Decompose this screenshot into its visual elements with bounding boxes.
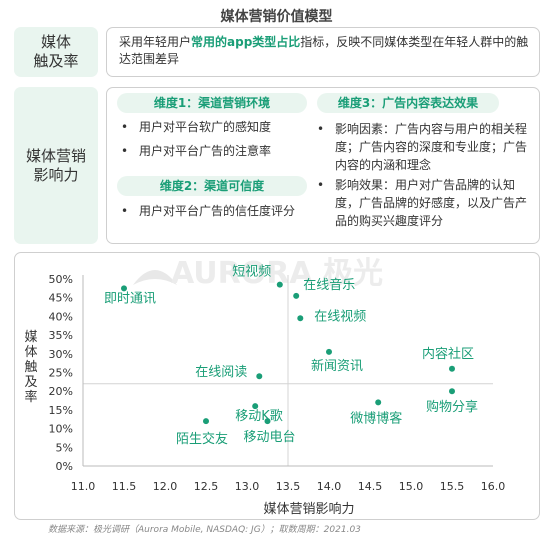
list-item: 影响因素：广告内容与用户的相关程度；广告内容的深度和专业度；广告内容的内涵和理念 [313,120,535,174]
x-tick-label: 15.5 [440,480,465,493]
y-tick-label: 50% [49,273,73,286]
y-tick-label: 40% [49,310,73,323]
data-point [326,348,332,355]
data-point [276,281,283,288]
data-point-label: 陌生交友 [176,431,228,447]
data-point [252,403,259,410]
x-tick-label: 11.5 [112,480,137,493]
dimension-2-list: 用户对平台广告的信任度评分 [117,202,297,220]
data-point [256,373,263,380]
data-point-label: 短视频 [232,265,271,280]
impact-label: 媒体营销 影响力 [14,87,98,244]
source-footnote: 数据来源：极光调研（Aurora Mobile, NASDAQ: JG）；取数周… [48,525,361,535]
y-tick-label: 45% [49,292,73,305]
dimension-1-title: 维度1：渠道营销环境 [117,93,307,113]
data-point-label: 在线阅读 [195,365,247,380]
data-point [449,388,455,395]
x-tick-label: 15.0 [399,480,424,493]
x-tick-label: 13.0 [235,480,260,493]
list-item: 用户对平台广告的注意率 [117,142,307,160]
y-tick-label: 30% [49,348,73,361]
x-tick-label: 13.5 [276,480,301,493]
y-tick-label: 5% [56,441,73,454]
list-item: 用户对平台软广的感知度 [117,118,307,136]
x-tick-label: 12.5 [194,480,219,493]
y-tick-label: 20% [49,385,73,398]
list-item: 用户对平台广告的信任度评分 [117,202,297,220]
data-point [203,418,209,425]
data-point [375,399,382,406]
scatter-chart: AURORA 极光 0%5%10%15%20%25%30%35%40%45%50… [24,256,506,517]
list-item: 影响效果：用户对广告品牌的认知度，广告品牌的好感度，以及广告产品的购买兴趣度评分 [313,176,535,230]
data-point [121,285,127,292]
x-tick-label: 12.0 [153,480,178,493]
x-tick-label: 14.5 [358,480,383,493]
data-point-label: 移动K歌 [235,409,283,424]
y-axis-title: 媒体触及率 [24,330,37,405]
y-tick-label: 25% [49,367,73,380]
reach-desc-highlight: 常用的app类型占比 [191,35,301,49]
data-point-label: 移动电台 [244,430,296,445]
data-point-label: 在线音乐 [303,277,355,293]
page-title: 媒体营销价值模型 [220,9,333,25]
data-point [297,315,304,322]
dimension-2-title: 维度2：渠道可信度 [117,176,307,196]
dimension-3-title: 维度3：广告内容表达效果 [317,93,499,113]
reach-definition-box: 采用年轻用户常用的app类型占比指标，反映不同媒体类型在年轻人群中的触达范围差异 [106,27,540,77]
y-tick-label: 15% [49,404,73,417]
y-tick-label: 0% [56,460,73,473]
data-point [449,365,455,372]
data-point-label: 新闻资讯 [311,358,363,374]
data-point-label: 在线视频 [314,309,366,324]
impact-dimensions-box: 维度1：渠道营销环境 用户对平台软广的感知度 用户对平台广告的注意率 维度2：渠… [106,87,540,244]
data-point [293,292,300,299]
data-point-label: 购物分享 [426,399,478,415]
chart-panel: AURORA 极光 0% 5% 10% 15% 20% 25% 30% 35% 40% 45% 50… [14,252,540,520]
dimension-3-list: 影响因素：广告内容与用户的相关程度；广告内容的深度和专业度；广告内容的内涵和理念… [313,120,535,230]
data-point-label: 内容社区 [422,346,474,362]
y-tick-label: 35% [49,329,73,342]
x-axis-title: 媒体营销影响力 [263,501,354,517]
x-tick-label: 14.0 [317,480,342,493]
reach-definition-text: 采用年轻用户常用的app类型占比指标，反映不同媒体类型在年轻人群中的触达范围差异 [119,34,531,68]
data-point-label: 即时通讯 [104,291,156,306]
y-tick-label: 10% [49,423,73,436]
dimension-1-list: 用户对平台软广的感知度 用户对平台广告的注意率 [117,118,307,160]
x-tick-label: 16.0 [481,480,506,493]
aurora-logo-icon [133,270,177,285]
reach-desc-prefix: 采用年轻用户 [119,35,192,49]
x-tick-label: 11.0 [71,480,96,493]
reach-desc-suffix: 指标，反映不同媒体类型在年轻人群中的触达范围差异 [119,35,529,66]
data-point-label: 微博博客 [350,410,402,426]
reach-label: 媒体 触及率 [14,27,98,77]
data-point [264,418,271,425]
